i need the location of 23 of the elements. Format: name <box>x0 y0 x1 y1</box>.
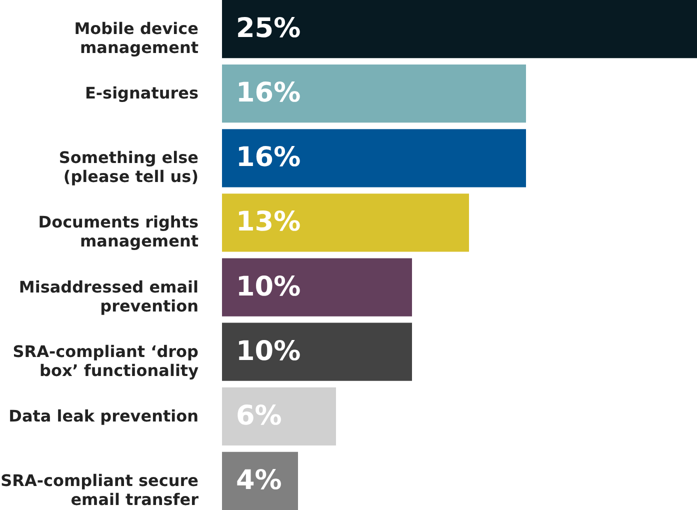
data-label: 10% <box>236 336 301 367</box>
data-label: 25% <box>236 13 301 44</box>
y-tick-label: Something else (please tell us) <box>58 148 199 186</box>
y-tick-label: SRA-compliant secure email transfer <box>0 470 199 509</box>
data-label: 10% <box>236 271 301 302</box>
y-tick-label: Data leak prevention <box>8 406 198 426</box>
bar <box>222 258 412 316</box>
bar <box>222 387 336 446</box>
bar <box>222 129 526 188</box>
y-tick-label: SRA-compliant ‘drop box’ functionality <box>12 342 200 380</box>
y-tick-label: Documents rights management <box>38 212 199 251</box>
bar <box>222 0 697 58</box>
data-label: 4% <box>236 464 282 496</box>
bar <box>222 322 412 381</box>
y-tick-label: Mobile device management <box>74 19 199 58</box>
bar <box>222 194 469 252</box>
data-label: 13% <box>236 206 301 238</box>
y-tick-label: E-signatures <box>84 84 198 103</box>
bar <box>222 452 298 510</box>
data-label: 16% <box>236 142 301 174</box>
data-label: 16% <box>236 78 301 109</box>
y-tick-label: Misaddressed email prevention <box>18 277 198 316</box>
bar <box>222 64 526 123</box>
